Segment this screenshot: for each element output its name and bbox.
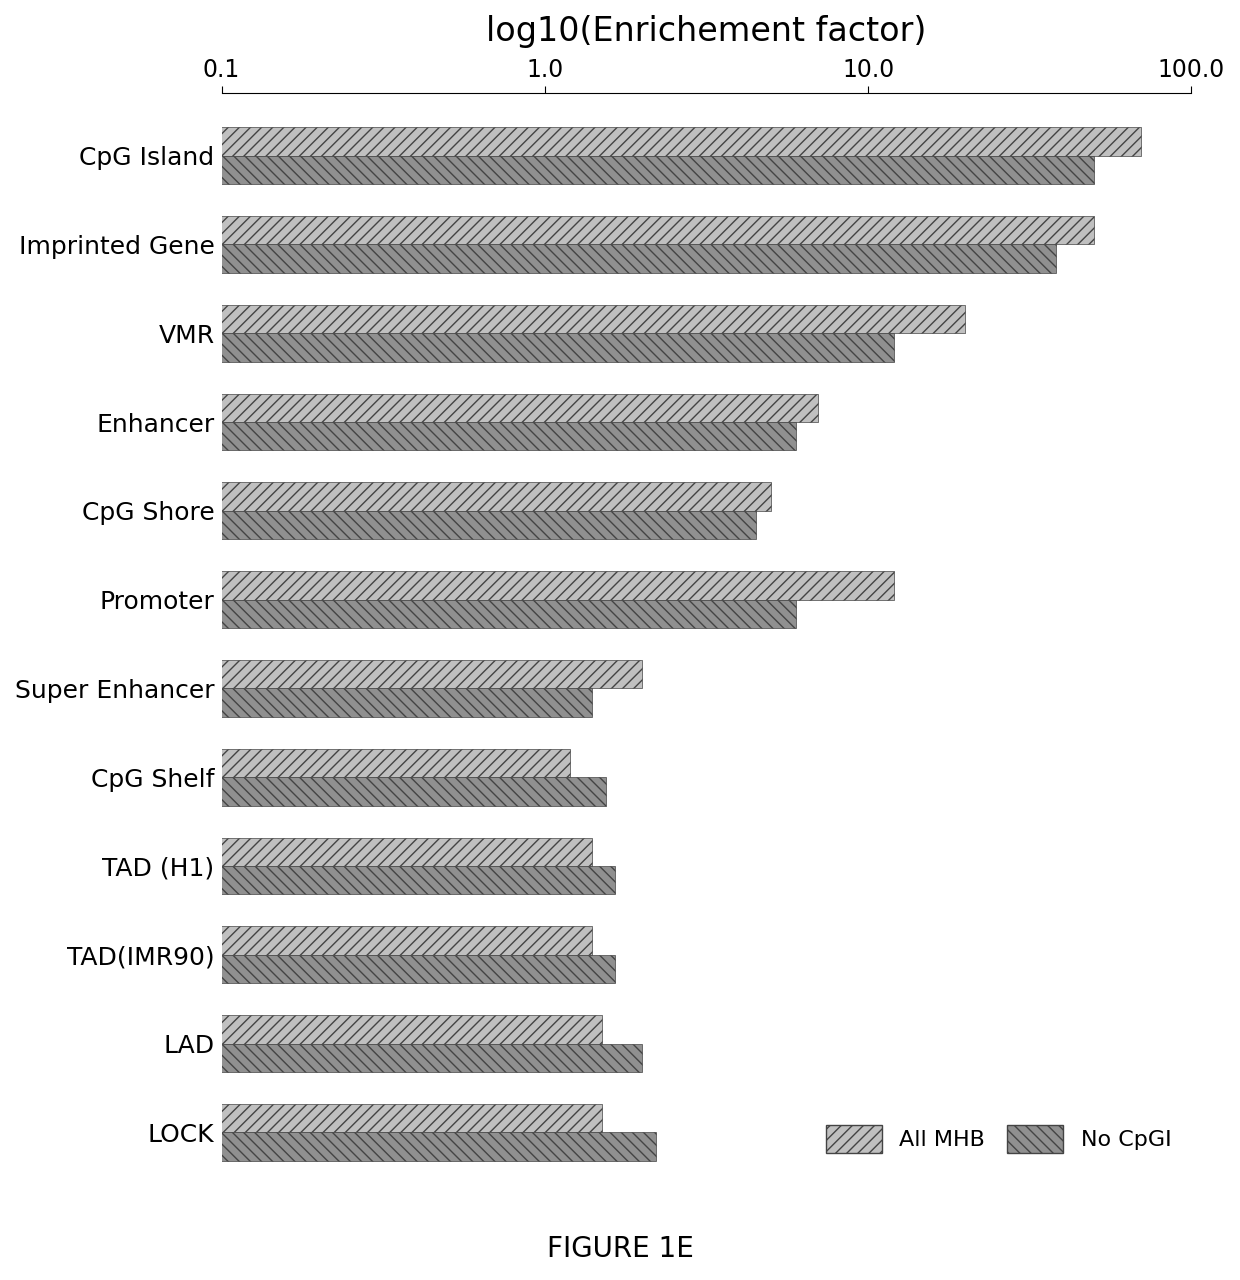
Bar bbox=[0, 955, 615, 983]
Bar bbox=[0, 867, 615, 895]
Bar bbox=[0, 927, 591, 955]
Bar bbox=[0, 599, 796, 628]
Bar bbox=[0, 749, 570, 777]
Bar bbox=[0, 216, 1094, 244]
Bar bbox=[0, 571, 894, 599]
Bar bbox=[0, 689, 591, 717]
Bar bbox=[0, 777, 606, 805]
Bar bbox=[0, 394, 818, 422]
Bar bbox=[0, 422, 796, 451]
Bar bbox=[0, 660, 642, 689]
Bar bbox=[0, 1105, 601, 1133]
Bar bbox=[0, 511, 756, 539]
Bar bbox=[0, 333, 894, 362]
Legend: All MHB, No CpGI: All MHB, No CpGI bbox=[817, 1116, 1180, 1161]
Title: log10(Enrichement factor): log10(Enrichement factor) bbox=[486, 15, 926, 49]
Bar bbox=[0, 1133, 656, 1161]
Bar bbox=[0, 1043, 642, 1073]
Bar bbox=[0, 1015, 601, 1043]
Bar bbox=[0, 244, 1055, 273]
Text: FIGURE 1E: FIGURE 1E bbox=[547, 1235, 693, 1263]
Bar bbox=[0, 837, 591, 867]
Bar bbox=[0, 483, 771, 511]
Bar bbox=[0, 305, 966, 333]
Bar bbox=[0, 127, 1141, 156]
Bar bbox=[0, 156, 1094, 184]
